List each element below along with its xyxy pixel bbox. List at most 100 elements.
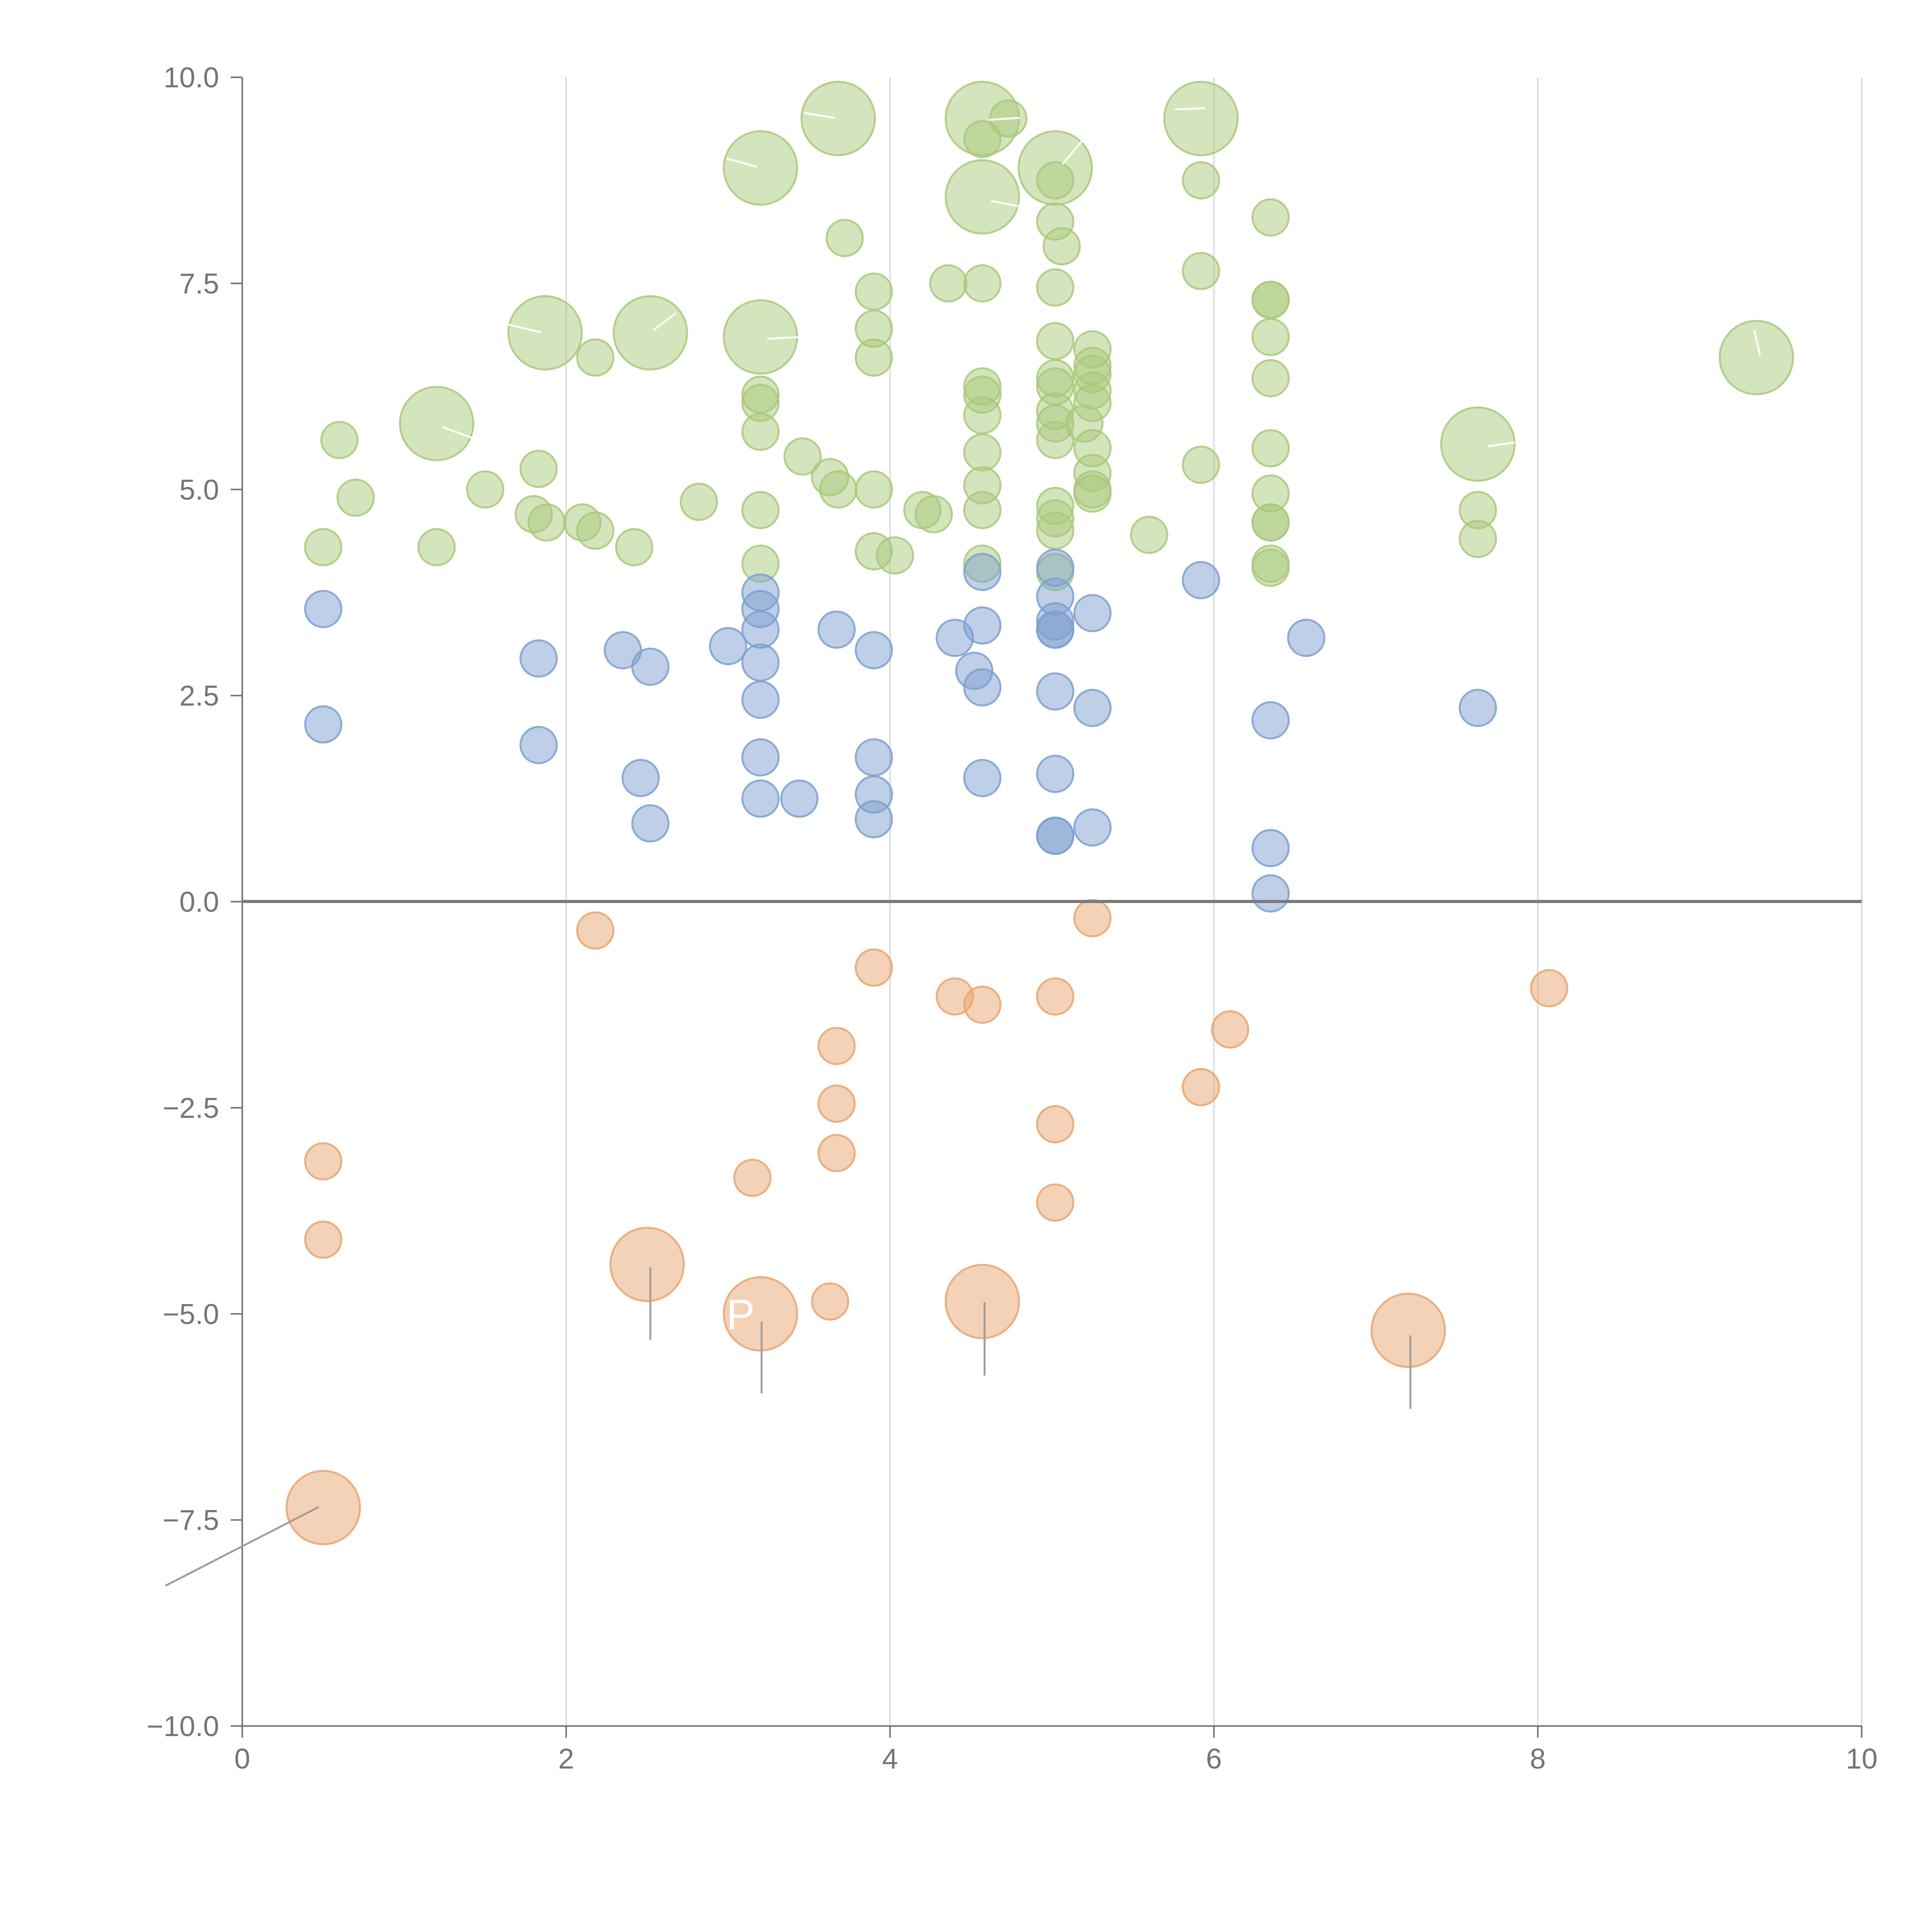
data-point-green (963, 433, 1002, 472)
data-point-blue (741, 643, 780, 682)
data-point-blue (963, 759, 1002, 797)
leader-line (442, 426, 480, 442)
x-tick-label: 4 (882, 1743, 898, 1775)
data-point-green (1182, 161, 1220, 200)
leader-line (165, 1506, 320, 1587)
data-point-blue (963, 606, 1002, 645)
data-point-blue (1036, 816, 1075, 855)
y-tick-label: −5.0 (163, 1298, 219, 1330)
data-point-orange (723, 1276, 798, 1352)
data-point-blue (741, 610, 780, 649)
leader-line (1062, 140, 1083, 165)
data-point-orange (1036, 1183, 1075, 1222)
leader-line (726, 157, 758, 168)
data-point-orange (1530, 969, 1568, 1008)
data-point-green (399, 386, 474, 461)
data-point-orange (1036, 1105, 1075, 1144)
data-point-green (320, 421, 359, 459)
data-point-blue (1036, 672, 1075, 711)
data-point-green (1251, 318, 1290, 356)
y-tick-label: −2.5 (163, 1092, 219, 1124)
data-point-blue (519, 726, 558, 764)
data-point-orange (817, 1084, 856, 1123)
x-tick-label: 6 (1206, 1743, 1222, 1775)
leader-lines (165, 107, 1761, 1587)
data-point-blue (963, 553, 1002, 591)
annotations: O P (483, 418, 755, 1338)
data-point-green (1251, 548, 1290, 587)
series-orange (286, 899, 1568, 1546)
data-point-blue (1251, 701, 1290, 740)
data-point-blue (304, 705, 343, 744)
data-point-green (963, 120, 1002, 158)
leader-line (803, 112, 835, 119)
data-point-blue (1036, 755, 1075, 793)
data-point-blue (1251, 874, 1290, 913)
data-point-orange (1036, 977, 1075, 1016)
data-point-green (800, 81, 876, 156)
data-point-blue (741, 779, 780, 818)
data-point-orange (1371, 1293, 1446, 1368)
y-tick-label: 10.0 (163, 61, 219, 94)
leader-line (767, 336, 800, 340)
data-point-green (963, 396, 1002, 435)
data-point-green (783, 437, 822, 476)
data-point-orange (576, 911, 615, 950)
annotation-label-p: P (726, 1291, 755, 1338)
data-point-blue (631, 647, 670, 686)
leader-line (1174, 107, 1206, 111)
data-point-green (615, 528, 653, 566)
data-point-orange (609, 1226, 685, 1302)
data-point-green (963, 264, 1002, 303)
data-point-blue (963, 668, 1002, 707)
data-point-green (1036, 511, 1075, 550)
y-tick-label: 2.5 (179, 680, 219, 712)
data-point-green (741, 412, 780, 451)
ticks: 0 2 4 6 8 10 10.0 7.5 5.0 2.5 0.0 −2.5 −5.0 −7.5 −10.0 (147, 61, 1878, 1775)
data-point-green (1251, 503, 1290, 542)
data-point-green (1182, 252, 1220, 290)
data-point-green (825, 219, 864, 257)
data-point-green (612, 295, 688, 371)
data-point-green (1440, 406, 1516, 482)
data-point-blue (1459, 689, 1497, 727)
data-point-green (876, 536, 914, 575)
data-point-green (527, 503, 566, 542)
data-point-green (1251, 198, 1290, 237)
y-tick-label: 0.0 (179, 886, 219, 918)
data-point-blue (621, 759, 660, 797)
data-point-green (1073, 384, 1112, 422)
data-point-green (1130, 515, 1168, 554)
x-tick-label: 10 (1846, 1743, 1878, 1775)
data-point-green (1036, 268, 1075, 307)
leader-line (989, 117, 1020, 121)
data-point-green (304, 528, 343, 566)
data-point-green (1251, 429, 1290, 468)
data-point-orange (304, 1142, 343, 1181)
data-point-orange (811, 1282, 849, 1321)
data-point-green (819, 470, 857, 509)
data-point-orange (733, 1158, 772, 1197)
data-point-blue (519, 639, 558, 678)
x-tick-label: 0 (234, 1743, 250, 1775)
data-point-green (741, 491, 780, 529)
data-point-orange (854, 948, 893, 987)
data-point-orange (1211, 1010, 1250, 1049)
data-point-green (417, 528, 456, 566)
data-point-green (929, 264, 968, 303)
leader-line (991, 200, 1024, 208)
data-point-blue (817, 610, 856, 649)
data-point-green (915, 495, 953, 534)
data-point-green (576, 338, 615, 377)
y-tick-label: 5.0 (179, 474, 219, 506)
data-point-green (944, 159, 1020, 235)
data-point-blue (780, 779, 819, 818)
data-point-green (854, 470, 893, 509)
data-point-green (1036, 161, 1075, 200)
data-point-blue (854, 800, 893, 838)
data-point-green (576, 511, 615, 550)
data-point-blue (741, 680, 780, 719)
data-point-orange (944, 1264, 1020, 1339)
leader-line (652, 312, 677, 331)
